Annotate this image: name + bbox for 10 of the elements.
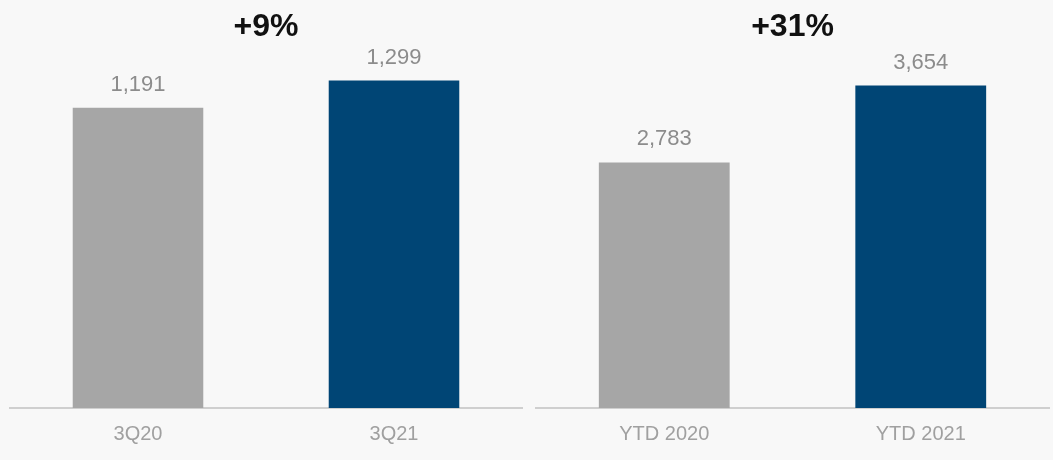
x-tick-label: 3Q20	[113, 421, 163, 444]
x-tick-label: 3Q21	[369, 421, 419, 444]
data-label: 2,783	[636, 125, 692, 151]
data-label: 1,299	[366, 43, 422, 69]
data-label: 1,191	[110, 70, 166, 96]
x-tick-label: YTD 2020	[619, 421, 710, 444]
x-tick-label: YTD 2021	[875, 421, 966, 444]
data-label: 3,654	[893, 48, 949, 74]
text: +9%	[233, 6, 299, 43]
text: +31%	[751, 6, 834, 43]
